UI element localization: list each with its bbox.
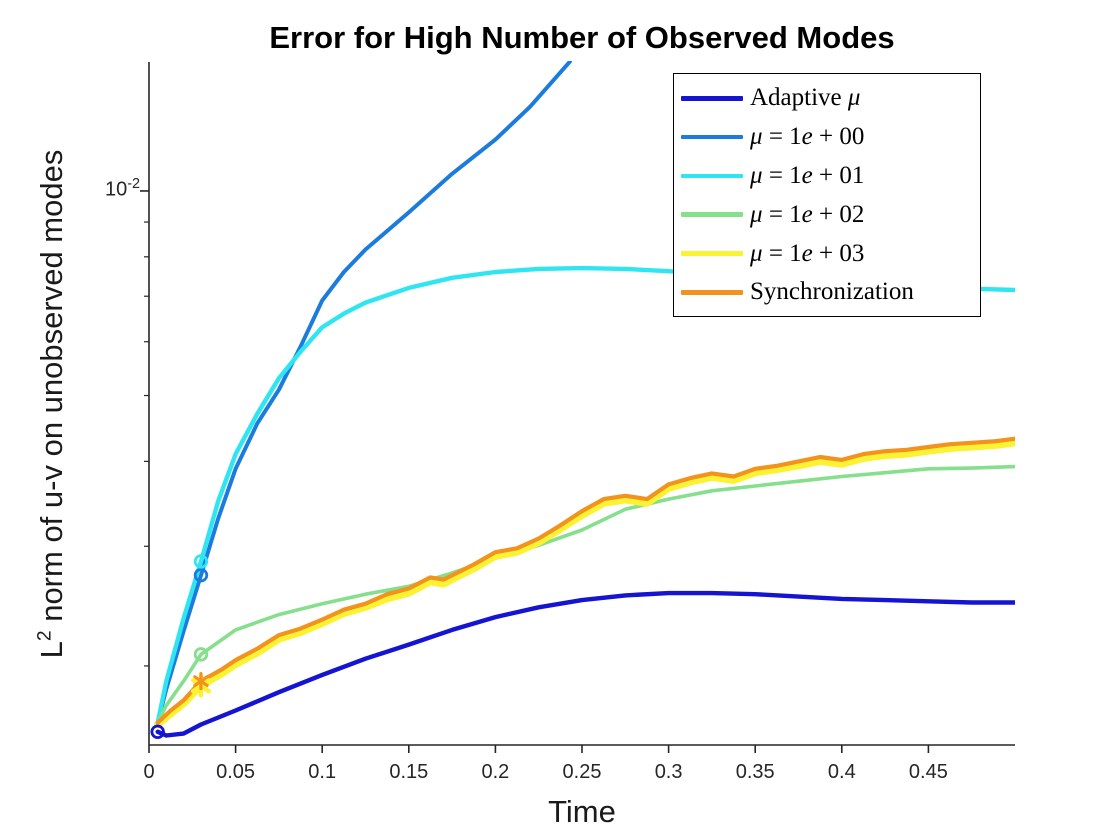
legend-swatch-synchronization	[681, 290, 743, 295]
legend-label-mu-1e00: μ = 1e + 00	[750, 123, 865, 151]
y-tick-label-1e-2: 10-2	[104, 176, 140, 201]
legend-label-synchronization: Synchronization	[750, 278, 914, 306]
x-tick-label: 0	[143, 761, 154, 783]
legend-label-adaptive-mu: Adaptive μ	[750, 84, 861, 112]
legend-row-mu-1e01: μ = 1e + 01	[674, 157, 980, 196]
x-tick-label: 0.15	[389, 761, 428, 783]
y-axis-label-rest: norm of u-v on unobserved modes	[34, 149, 69, 631]
series-line-mu-1e03	[154, 439, 1015, 728]
series-line-mu-1e01	[155, 265, 1015, 725]
legend-label-mu-1e03: μ = 1e + 03	[750, 239, 865, 267]
y-axis-label-sup: 2	[34, 630, 56, 642]
series-marker-adaptive-mu	[150, 724, 165, 739]
legend-label-mu-1e01: μ = 1e + 01	[750, 161, 865, 189]
y-axis-label-base: L	[34, 641, 69, 659]
legend-row-mu-1e02: μ = 1e + 02	[674, 195, 980, 234]
series-line-synchronization	[155, 436, 1015, 725]
series-marker-mu-1e01	[193, 554, 209, 569]
x-ticks: 0 0.05 0.1 0.15 0.2 0.25 0.3 0.35 0.4 0.45	[143, 745, 948, 783]
series-marker-mu-1e00	[193, 567, 209, 583]
x-tick-label: 0.35	[736, 761, 775, 783]
legend-swatch-mu-1e03	[681, 251, 743, 256]
series-marker-mu-1e02	[193, 647, 209, 662]
x-tick-label: 0.1	[308, 761, 336, 783]
x-tick-label: 0.4	[828, 761, 856, 783]
x-tick-label: 0.25	[563, 761, 602, 783]
x-tick-label: 0.3	[655, 761, 683, 783]
x-axis-label: Time	[548, 794, 616, 829]
legend-label-mu-1e02: μ = 1e + 02	[750, 200, 865, 228]
series-line-adaptive-mu	[155, 590, 1015, 738]
legend-row-mu-1e03: μ = 1e + 03	[674, 234, 980, 273]
legend-row-mu-1e00: μ = 1e + 00	[674, 118, 980, 157]
legend-swatch-mu-1e02	[681, 212, 743, 218]
series-marker-synchronization	[193, 671, 209, 691]
markers	[150, 554, 211, 739]
x-tick-label: 0.45	[909, 761, 948, 783]
legend-swatch-mu-1e00	[681, 134, 743, 140]
legend-swatch-mu-1e01	[681, 173, 743, 179]
y-axis-label: L2 norm of u-v on unobserved modes	[34, 150, 70, 659]
y-ticks	[140, 190, 149, 667]
x-tick-label: 0.2	[481, 761, 509, 783]
x-tick-label: 0.05	[216, 761, 255, 783]
legend-row-adaptive-mu: Adaptive μ	[674, 79, 980, 118]
legend-swatch-adaptive-mu	[681, 96, 743, 101]
legend: Adaptive μ μ = 1e + 00 μ = 1e + 01 μ = 1e +…	[673, 73, 981, 317]
chart-title: Error for High Number of Observed Modes	[269, 20, 895, 55]
series-line-mu-1e02	[155, 464, 1015, 725]
legend-row-synchronization: Synchronization	[674, 273, 980, 312]
series-line-mu-1e00	[155, 61, 572, 725]
